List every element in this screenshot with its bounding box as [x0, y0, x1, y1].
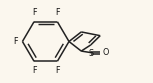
- Text: F: F: [32, 8, 36, 17]
- Text: S: S: [88, 49, 93, 58]
- Text: F: F: [55, 66, 60, 75]
- Text: F: F: [55, 8, 60, 17]
- Text: O: O: [103, 48, 109, 57]
- Text: F: F: [32, 66, 36, 75]
- Text: F: F: [13, 37, 18, 46]
